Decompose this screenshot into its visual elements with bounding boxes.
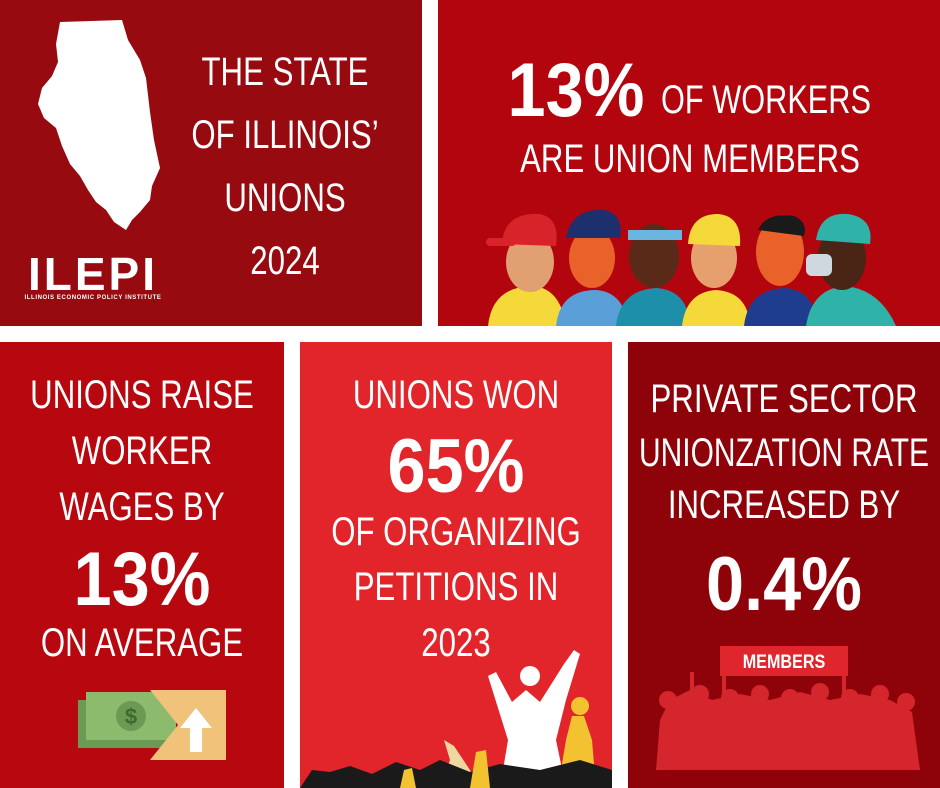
text-line: UNIONS WON [353,373,559,417]
svg-text:$: $ [125,704,137,729]
text-line: OF ORGANIZING [331,510,581,554]
illinois-map [38,20,160,230]
text-line: PETITIONS IN [354,565,559,609]
text-line: UNIONS RAISE [30,373,254,417]
highlight-stat: 13% [74,537,211,622]
text-line: ARE UNION MEMBERS [520,137,860,181]
highlight-stat: 13% [508,48,645,133]
title-line: UNIONS [224,176,345,220]
text-line: WAGES BY [59,485,224,529]
highlight-stat: 0.4% [706,542,862,627]
logo-subtitle: ILLINOIS ECONOMIC POLICY INSTITUTE [25,295,162,301]
highlight-stat: 65% [388,424,525,509]
crowd-illustration [300,650,612,788]
logo: ILEPI [28,248,158,300]
workers-illustration [486,209,896,326]
crowd-silhouette [656,672,920,770]
title-line: 2024 [250,239,319,283]
banner [720,646,848,676]
title-line: OF ILLINOIS’ [191,113,378,157]
text-line: PRIVATE SECTOR [651,377,918,421]
money-icon: $ [78,690,226,760]
text-line: OF WORKERS [661,78,871,122]
banner-text: MEMBERS [743,652,826,673]
text-line: WORKER [72,429,212,473]
title-line: THE STATE [202,50,369,94]
text-line: ON AVERAGE [41,621,243,665]
text-line: INCREASED BY [668,483,900,527]
text-line: 2023 [421,621,490,665]
text-line: UNIONZATION RATE [639,431,929,475]
